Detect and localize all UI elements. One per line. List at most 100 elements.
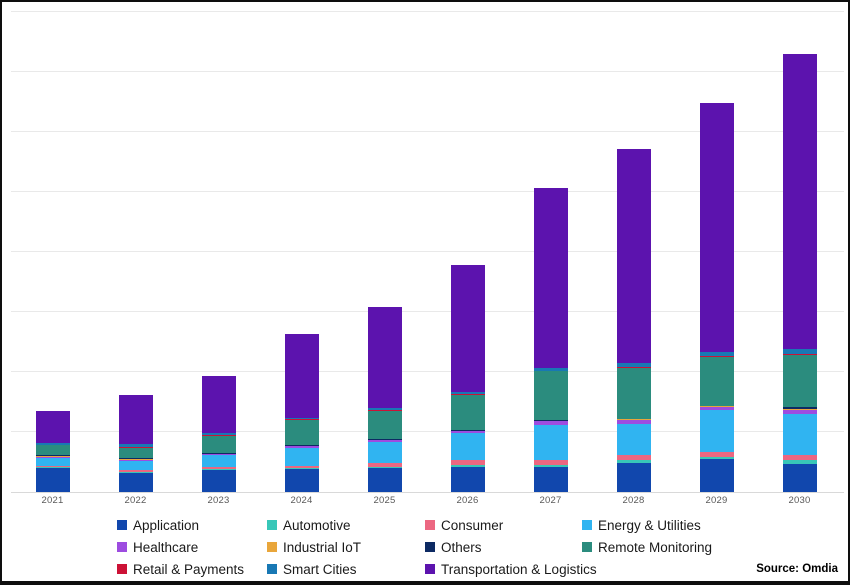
stacked-bar-2028 bbox=[616, 149, 651, 492]
bar-segment-remote-monitoring bbox=[201, 435, 236, 454]
x-axis-label: 2026 bbox=[456, 495, 479, 506]
bar-segment-energy-utilities bbox=[533, 424, 568, 461]
x-axis-label: 2023 bbox=[207, 495, 230, 506]
bar-segment-industrial-iot bbox=[118, 459, 153, 460]
bar-segment-consumer bbox=[616, 455, 651, 461]
legend-label: Energy & Utilities bbox=[598, 517, 701, 533]
bar-segment-application bbox=[118, 472, 153, 492]
bar-segment-healthcare bbox=[35, 456, 70, 458]
bar-segment-consumer bbox=[201, 467, 236, 470]
x-axis-label: 2028 bbox=[622, 495, 645, 506]
bar-segment-smart-cities bbox=[616, 363, 651, 368]
bar-segment-automotive bbox=[782, 460, 817, 464]
legend-item-smart-cities: Smart Cities bbox=[267, 562, 425, 577]
bar-segment-transportation-logistics bbox=[782, 54, 817, 350]
legend-swatch bbox=[267, 520, 277, 530]
bar-segment-remote-monitoring bbox=[35, 445, 70, 456]
stacked-bar-2025 bbox=[367, 307, 402, 492]
legend-label: Industrial IoT bbox=[283, 539, 362, 555]
x-axis-label: 2027 bbox=[539, 495, 562, 506]
bar-segment-industrial-iot bbox=[367, 439, 402, 441]
bar-segment-others bbox=[616, 418, 651, 420]
bar-segment-consumer bbox=[284, 466, 319, 469]
bar-segment-industrial-iot bbox=[284, 445, 319, 447]
bar-segment-automotive bbox=[616, 460, 651, 463]
bar-segment-application bbox=[367, 468, 402, 492]
bar-segment-retail-payments bbox=[118, 447, 153, 448]
bar-segment-transportation-logistics bbox=[118, 394, 153, 445]
bar-segment-consumer bbox=[533, 460, 568, 466]
bar-segment-automotive bbox=[699, 457, 734, 459]
bar-segment-retail-payments bbox=[450, 394, 485, 395]
bar-segment-smart-cities bbox=[367, 408, 402, 411]
bar-segment-application bbox=[201, 470, 236, 492]
gridline bbox=[11, 11, 844, 12]
bar-segment-energy-utilities bbox=[450, 433, 485, 461]
bar-segment-consumer bbox=[118, 469, 153, 472]
bar-segment-remote-monitoring bbox=[699, 357, 734, 406]
legend-label: Smart Cities bbox=[283, 561, 357, 577]
bar-segment-others bbox=[118, 458, 153, 460]
stacked-bar-2029 bbox=[699, 102, 734, 492]
bar-segment-healthcare bbox=[118, 459, 153, 461]
bar-segment-application bbox=[35, 468, 70, 492]
bar-segment-energy-utilities bbox=[201, 455, 236, 468]
gridline bbox=[11, 371, 844, 372]
bar-segment-automotive bbox=[35, 466, 70, 468]
legend-item-others: Others bbox=[425, 540, 582, 555]
bar-segment-automotive bbox=[450, 465, 485, 467]
legend-label: Consumer bbox=[441, 517, 504, 533]
bar-segment-retail-payments bbox=[284, 419, 319, 421]
stacked-bar-2026 bbox=[450, 265, 485, 492]
bar-segment-healthcare bbox=[201, 454, 236, 456]
bar-segment-energy-utilities bbox=[616, 423, 651, 456]
bar-segment-retail-payments bbox=[616, 367, 651, 368]
bar-segment-others bbox=[450, 430, 485, 431]
bar-segment-healthcare bbox=[533, 421, 568, 425]
legend-item-automotive: Automotive bbox=[267, 518, 425, 533]
gridline bbox=[11, 191, 844, 192]
bar-segment-energy-utilities bbox=[699, 410, 734, 453]
x-axis-label: 2021 bbox=[41, 495, 64, 506]
gridline bbox=[11, 131, 844, 132]
bar-segment-energy-utilities bbox=[35, 457, 70, 466]
plot-area bbox=[11, 11, 844, 493]
bar-segment-transportation-logistics bbox=[35, 411, 70, 443]
bar-segment-energy-utilities bbox=[284, 447, 319, 467]
legend-item-industrial-iot: Industrial IoT bbox=[267, 540, 425, 555]
x-axis-label: 2025 bbox=[373, 495, 396, 506]
bar-segment-transportation-logistics bbox=[699, 102, 734, 352]
legend-swatch bbox=[582, 542, 592, 552]
bar-segment-healthcare bbox=[782, 410, 817, 415]
legend-item-healthcare: Healthcare bbox=[117, 540, 267, 555]
bar-segment-application bbox=[616, 462, 651, 492]
bar-segment-automotive bbox=[284, 468, 319, 470]
source-label: Source: Omdia bbox=[756, 563, 838, 575]
stacked-bar-2021 bbox=[35, 411, 70, 492]
x-axis: 2021 2022 2023 2024 2025 2026 2027 2028 2029 2030 bbox=[11, 495, 844, 509]
bar-segment-automotive bbox=[201, 469, 236, 471]
bar-segment-industrial-iot bbox=[450, 430, 485, 432]
bar-segment-energy-utilities bbox=[782, 414, 817, 456]
bar-segment-industrial-iot bbox=[699, 406, 734, 407]
bar-segment-industrial-iot bbox=[533, 420, 568, 422]
bar-segment-transportation-logistics bbox=[367, 307, 402, 409]
legend-swatch bbox=[267, 564, 277, 574]
legend-item-application: Application bbox=[117, 518, 267, 533]
bar-segment-healthcare bbox=[616, 420, 651, 424]
bar-segment-smart-cities bbox=[201, 433, 236, 436]
legend-label: Remote Monitoring bbox=[598, 539, 713, 555]
bar-segment-smart-cities bbox=[782, 349, 817, 355]
gridline bbox=[11, 71, 844, 72]
bar-segment-remote-monitoring bbox=[533, 371, 568, 421]
bar-segment-retail-payments bbox=[201, 435, 236, 436]
legend-item-retail-payments: Retail & Payments bbox=[117, 562, 267, 577]
bar-segment-others bbox=[201, 453, 236, 454]
bar-segment-others bbox=[699, 405, 734, 407]
legend-swatch bbox=[425, 564, 435, 574]
legend-label: Transportation & Logistics bbox=[441, 561, 597, 577]
bar-segment-consumer bbox=[35, 465, 70, 467]
bar-segment-remote-monitoring bbox=[450, 394, 485, 431]
bar-segment-consumer bbox=[367, 463, 402, 467]
stacked-bar-2023 bbox=[201, 375, 236, 492]
